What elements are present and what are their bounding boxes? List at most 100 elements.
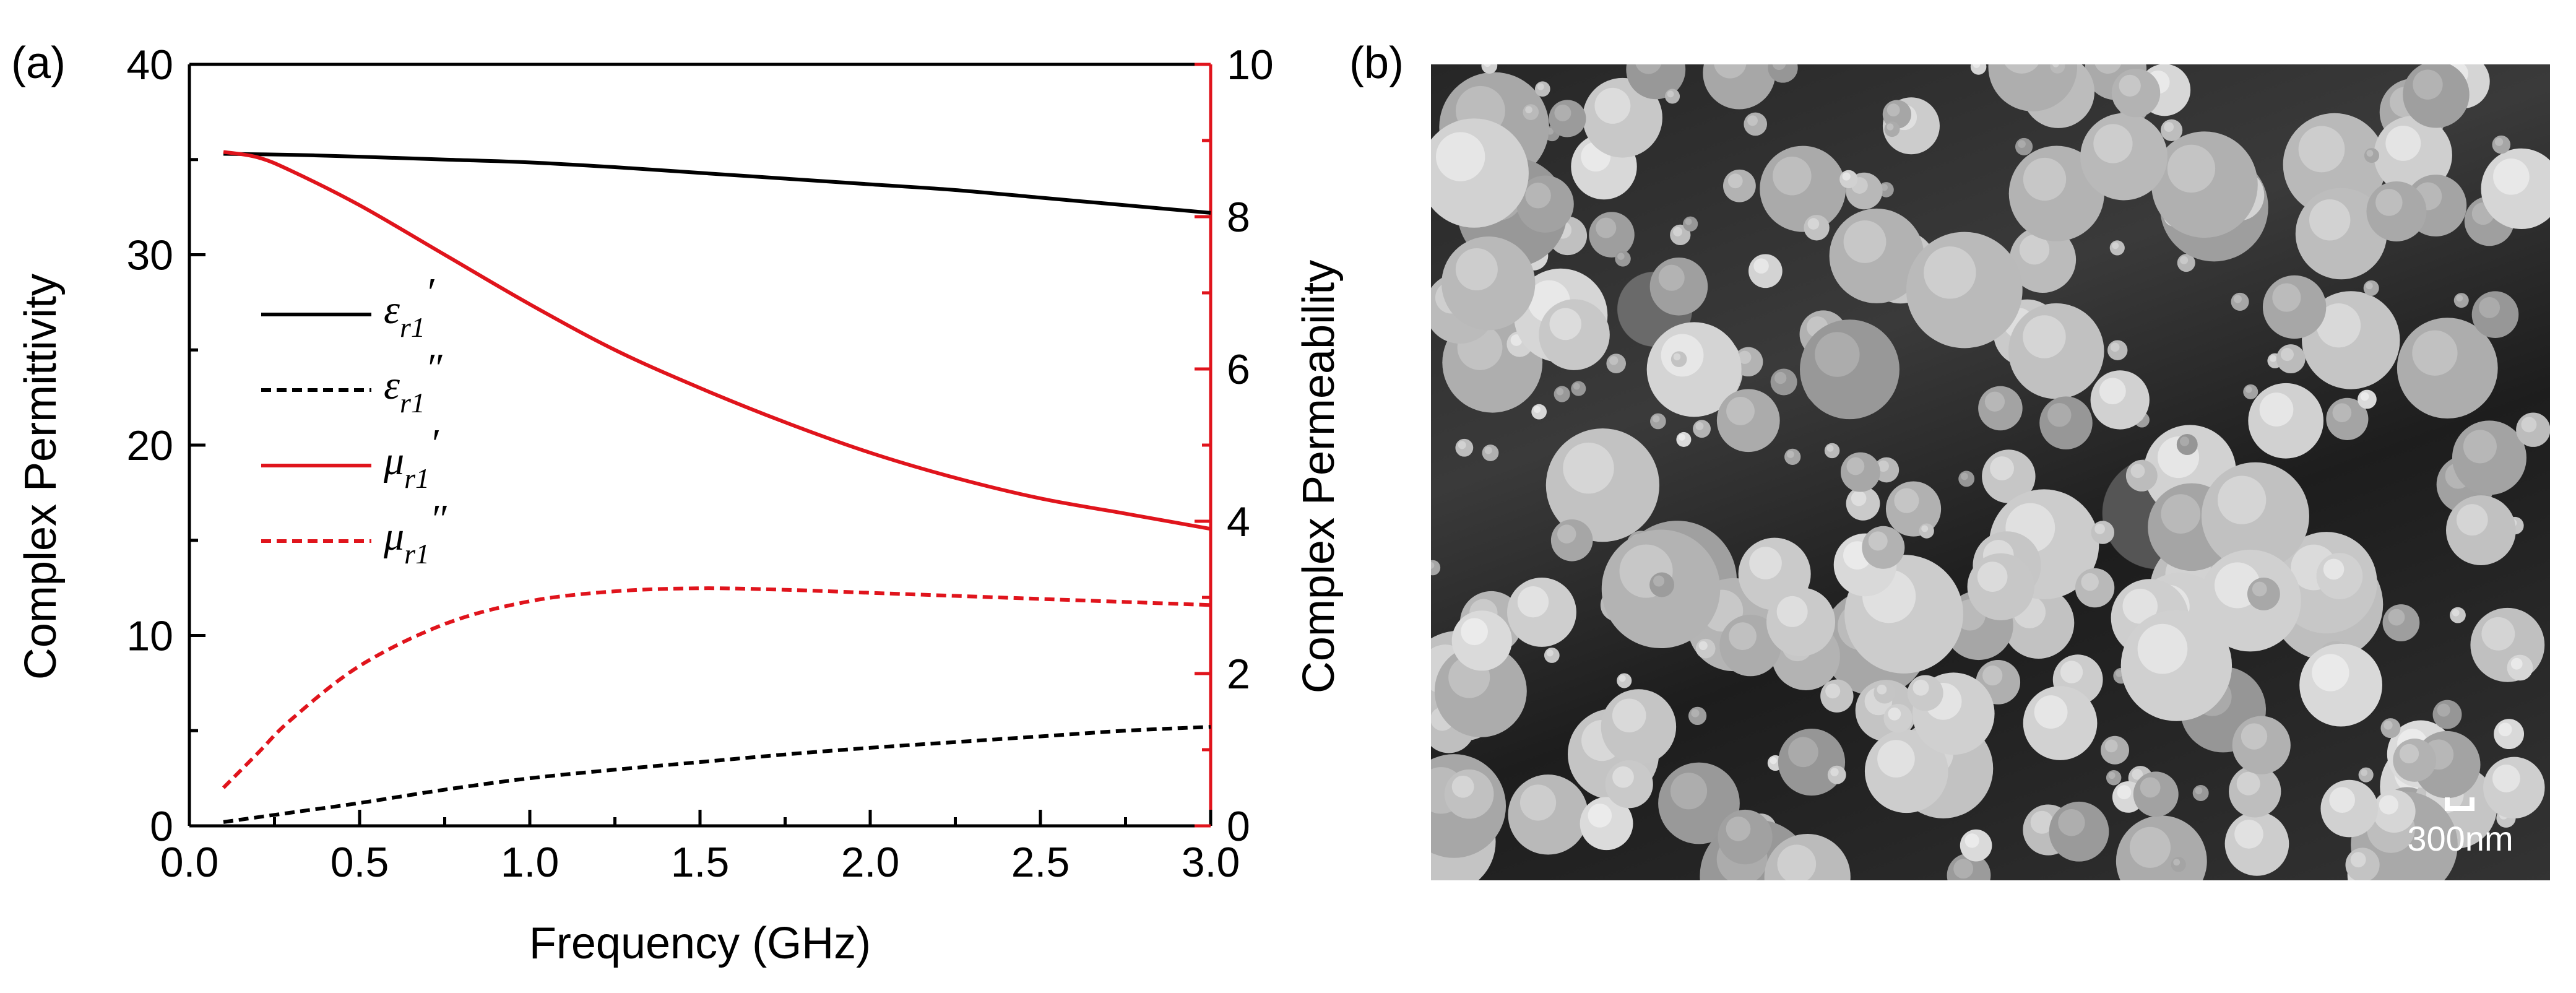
- x-tick-label: 2.5: [1011, 839, 1070, 886]
- sem-particle-highlight: [2366, 150, 2374, 157]
- sem-particle: [2358, 389, 2377, 409]
- sem-particle-highlight: [1652, 415, 1660, 423]
- sem-particle: [2372, 789, 2416, 833]
- sem-particle-highlight: [2481, 617, 2515, 651]
- sem-particle: [1967, 553, 2034, 620]
- sem-particle: [1862, 526, 1905, 569]
- sem-particle: [1693, 420, 1711, 438]
- sem-particle: [2109, 240, 2125, 256]
- sem-particle: [1671, 351, 1687, 368]
- sem-particle-highlight: [1517, 586, 1549, 618]
- sem-particle: [2192, 785, 2209, 801]
- sem-particle-highlight: [1807, 218, 1820, 230]
- sem-particle: [1884, 121, 1900, 137]
- sem-particle: [2232, 716, 2291, 774]
- sem-particle-highlight: [2323, 558, 2345, 580]
- sem-particle: [2380, 718, 2401, 739]
- sem-particle-highlight: [1596, 217, 1617, 238]
- sem-particle-highlight: [2173, 859, 2181, 866]
- sem-particle-highlight: [1435, 132, 1485, 181]
- sem-particle-highlight: [2280, 348, 2294, 362]
- sem-particle-highlight: [1556, 388, 1564, 396]
- sem-particle-highlight: [1685, 218, 1692, 225]
- sem-particle: [2091, 521, 2115, 544]
- series-line-μr1″: [222, 586, 1211, 789]
- sem-particle-highlight: [2019, 235, 2050, 265]
- sem-particle: [1507, 578, 1576, 647]
- sem-particle: [2364, 148, 2379, 163]
- sem-particle-highlight: [2119, 74, 2141, 97]
- x-axis-label: Frequency (GHz): [529, 919, 871, 968]
- sem-particle-highlight: [2492, 765, 2520, 792]
- sem-particle-highlight: [1777, 844, 1817, 880]
- sem-particle-highlight: [1924, 246, 1976, 299]
- sem-particle: [1703, 64, 1776, 110]
- sem-particle: [2106, 770, 2122, 786]
- sem-particle-highlight: [2375, 189, 2403, 216]
- sem-particle: [2452, 420, 2526, 495]
- sem-particle-highlight: [1458, 441, 1466, 449]
- sem-particle: [1665, 89, 1680, 104]
- sem-particles: 300nm: [1431, 64, 2550, 880]
- sem-particle-highlight: [2164, 122, 2174, 132]
- sem-particle-highlight: [1554, 104, 1571, 121]
- sem-particle: [2120, 610, 2232, 721]
- sem-particle: [1839, 170, 1858, 189]
- sem-particle: [1481, 64, 1498, 74]
- y-left-tick-label: 0: [150, 803, 173, 850]
- sem-particle-highlight: [2384, 721, 2393, 730]
- sem-particle: [1580, 797, 1633, 851]
- sem-particle: [1482, 444, 1499, 461]
- sem-particle: [1583, 77, 1662, 158]
- sem-particle: [1649, 572, 1674, 597]
- sem-particle-highlight: [2245, 386, 2252, 393]
- sem-particle: [2516, 412, 2550, 447]
- sem-particle: [1718, 809, 1773, 865]
- sem-particle-highlight: [2332, 403, 2352, 422]
- sem-particle: [1615, 251, 1631, 267]
- sem-particle-highlight: [1973, 64, 1981, 68]
- scale-bar: [2445, 797, 2474, 811]
- sem-particle: [2111, 68, 2161, 118]
- sem-particle-highlight: [1894, 488, 1919, 513]
- sem-particle: [1970, 64, 1987, 75]
- sem-particle-highlight: [1851, 490, 1867, 506]
- sem-particle-highlight: [2350, 852, 2366, 868]
- sem-particle-highlight: [2234, 820, 2263, 849]
- sem-particle-highlight: [1461, 618, 1488, 646]
- sem-particle: [1770, 368, 1797, 396]
- sem-particle-highlight: [2388, 609, 2405, 626]
- sem-particle-highlight: [1451, 775, 1474, 798]
- sem-particle: [2507, 654, 2533, 681]
- sem-particle-highlight: [1533, 405, 1541, 414]
- sem-particle-highlight: [2130, 464, 2145, 479]
- sem-particle-highlight: [1877, 684, 1887, 695]
- sem-particle: [2295, 188, 2387, 280]
- sem-particle: [2382, 604, 2420, 641]
- sem-particle: [2100, 735, 2129, 765]
- sem-particle: [2492, 135, 2511, 154]
- sem-particle: [1550, 519, 1593, 562]
- sem-particle-highlight: [2218, 475, 2267, 524]
- sem-particle: [2481, 148, 2550, 230]
- sem-particle-highlight: [2112, 242, 2119, 249]
- sem-particle: [2450, 607, 2466, 623]
- sem-particle-highlight: [1774, 371, 1787, 384]
- sem-particle-highlight: [1846, 457, 1865, 475]
- sem-particle-highlight: [2161, 494, 2201, 534]
- sem-particle: [1978, 386, 2023, 431]
- sem-particle: [1605, 760, 1653, 809]
- legend-label: μr1″: [383, 496, 447, 570]
- sem-particle: [2039, 396, 2093, 449]
- sem-particle: [1768, 64, 1798, 83]
- sem-particle: [2050, 64, 2065, 74]
- sem-particle-highlight: [2521, 417, 2537, 433]
- sem-particle-highlight: [1776, 596, 1808, 627]
- sem-particle-highlight: [2399, 744, 2419, 764]
- sem-particle: [2090, 370, 2150, 430]
- sem-particle-highlight: [2413, 69, 2443, 100]
- sem-particle: [1907, 675, 1943, 711]
- sem-particle: [1670, 224, 1691, 246]
- sem-particle-highlight: [1877, 740, 1915, 778]
- sem-particle: [1617, 673, 1632, 688]
